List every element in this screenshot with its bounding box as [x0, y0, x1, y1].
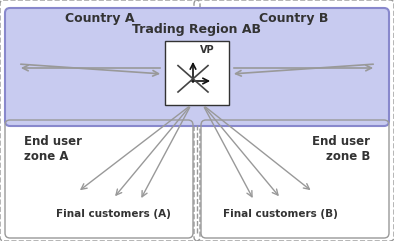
FancyBboxPatch shape [165, 41, 229, 105]
Text: Final customers (A): Final customers (A) [56, 209, 171, 219]
Text: End user
zone A: End user zone A [24, 135, 82, 163]
Text: Country A: Country A [65, 12, 135, 25]
Text: End user
zone B: End user zone B [312, 135, 370, 163]
Text: VP: VP [200, 45, 215, 55]
FancyBboxPatch shape [5, 8, 389, 126]
Text: Country B: Country B [259, 12, 329, 25]
Text: Trading Region AB: Trading Region AB [132, 23, 262, 36]
Text: Final customers (B): Final customers (B) [223, 209, 338, 219]
